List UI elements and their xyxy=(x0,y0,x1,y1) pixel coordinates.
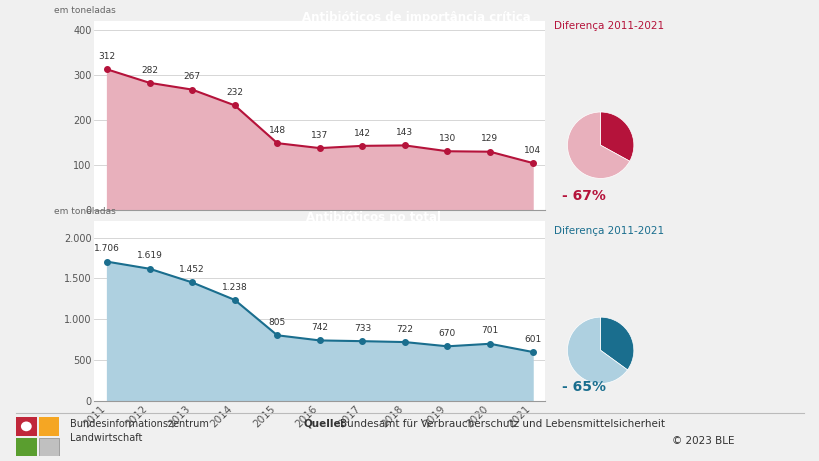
Text: Antibióticos no total: Antibióticos no total xyxy=(305,211,440,224)
Text: 232: 232 xyxy=(226,88,243,97)
Text: 1.452: 1.452 xyxy=(179,265,205,274)
Text: 1.619: 1.619 xyxy=(137,251,162,260)
Text: 1.238: 1.238 xyxy=(222,283,247,291)
Text: Landwirtschaft: Landwirtschaft xyxy=(70,433,142,443)
Text: 267: 267 xyxy=(183,72,201,81)
Text: 701: 701 xyxy=(481,326,498,336)
Text: - 65%: - 65% xyxy=(561,380,605,394)
Text: 137: 137 xyxy=(310,131,328,140)
Text: Bundesamt für Verbraucherschutz und Lebensmittelsicherheit: Bundesamt für Verbraucherschutz und Lebe… xyxy=(340,419,664,429)
Text: 142: 142 xyxy=(354,129,370,137)
Text: 805: 805 xyxy=(269,318,286,327)
Text: Bundesinformationszentrum: Bundesinformationszentrum xyxy=(70,419,208,429)
Text: Diferença 2011-2021: Diferença 2011-2021 xyxy=(553,226,663,236)
Circle shape xyxy=(21,421,32,431)
Text: 130: 130 xyxy=(438,134,455,143)
Wedge shape xyxy=(600,112,633,161)
Text: 670: 670 xyxy=(438,329,455,338)
Wedge shape xyxy=(600,317,633,370)
Text: em toneladas: em toneladas xyxy=(54,207,115,216)
Text: 148: 148 xyxy=(269,126,286,135)
Text: 1.706: 1.706 xyxy=(94,244,120,253)
Wedge shape xyxy=(567,112,629,178)
Bar xyxy=(16,438,37,456)
Text: Diferença 2011-2021: Diferença 2011-2021 xyxy=(553,21,663,31)
Text: 143: 143 xyxy=(396,128,413,137)
Wedge shape xyxy=(567,317,627,384)
Text: em toneladas: em toneladas xyxy=(54,6,115,15)
Bar xyxy=(38,438,59,456)
Bar xyxy=(16,417,37,436)
Text: Antibióticos de importância crítica: Antibióticos de importância crítica xyxy=(301,12,530,24)
Text: 742: 742 xyxy=(311,323,328,332)
Text: 282: 282 xyxy=(141,65,158,75)
Text: 722: 722 xyxy=(396,325,413,334)
Bar xyxy=(38,417,59,436)
Text: 601: 601 xyxy=(523,335,541,343)
Text: 129: 129 xyxy=(481,134,498,143)
Text: 104: 104 xyxy=(523,146,541,154)
Text: Quelle:: Quelle: xyxy=(303,419,345,429)
Text: © 2023 BLE: © 2023 BLE xyxy=(672,436,734,446)
Text: 312: 312 xyxy=(98,52,115,61)
Text: - 67%: - 67% xyxy=(561,189,605,203)
Text: 733: 733 xyxy=(353,324,370,333)
